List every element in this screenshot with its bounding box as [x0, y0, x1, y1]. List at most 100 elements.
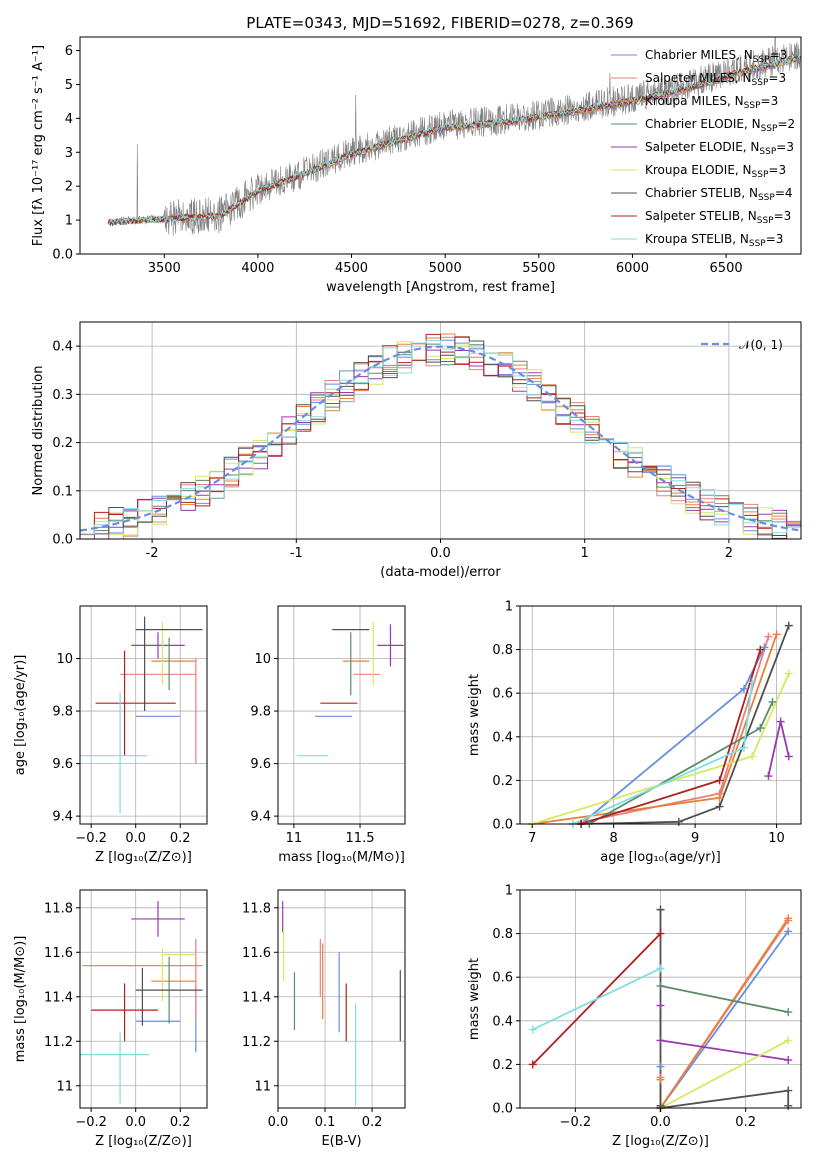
weight-marker — [656, 1075, 665, 1084]
y-tick-label: 0.6 — [492, 971, 513, 986]
y-tick-label: 11.2 — [44, 1035, 73, 1050]
y-tick-label: 10 — [56, 652, 73, 667]
x-tick-label: 8 — [610, 831, 618, 846]
y-tick-label: 11 — [56, 1079, 73, 1094]
y-tick-label: 0.0 — [52, 248, 73, 263]
x-tick-label: 9 — [691, 831, 699, 846]
y-tick-label: 0.8 — [492, 927, 513, 942]
histogram-kroupa-stelib — [80, 339, 801, 535]
weight-marker — [748, 678, 757, 687]
legend-entry: Chabrier ELODIE, NSSP=2 — [645, 117, 795, 134]
y-axis-label: mass weight — [467, 674, 482, 756]
panel-weight-vs-Z: −0.2 0.0 0.2 0.0 0.2 0.4 0.6 0.8 1 Z [log₁₀(Z/Z⊙)… — [467, 884, 802, 1149]
weight-marker — [784, 752, 793, 761]
y-tick-label: 11.4 — [44, 990, 73, 1005]
weight-marker — [528, 1025, 537, 1034]
x-tick-label: 5500 — [522, 261, 555, 276]
y-tick-label: 5 — [65, 78, 73, 93]
y-tick-label: 0.4 — [52, 340, 73, 355]
x-tick-label: 6000 — [616, 261, 649, 276]
legend-entry: Salpeter STELIB, NSSP=3 — [645, 209, 791, 226]
x-tick-label: 4000 — [241, 261, 274, 276]
panel-spectrum: 3500 4000 4500 5000 5500 6000 6500 0.0 1 2 3 4 5 6 wav… — [31, 36, 802, 295]
y-tick-label: 6 — [65, 44, 73, 59]
axes-frame — [277, 605, 406, 825]
x-tick-label: 0.2 — [170, 1115, 191, 1130]
axes-frame — [277, 889, 406, 1109]
panel-age-vs-mass: 11 11.5 9.4 9.6 9.8 10 mass [log₁₀(M/M⊙)] — [250, 605, 406, 865]
weight-marker — [764, 632, 773, 641]
weight-marker — [656, 964, 665, 973]
y-tick-label: 4 — [65, 112, 73, 127]
y-tick-label: 0.3 — [52, 388, 73, 403]
y-tick-label: 0.8 — [492, 643, 513, 658]
y-axis-label: mass [log₁₀(M/M⊙)] — [13, 936, 28, 1063]
weight-marker — [776, 717, 785, 726]
plot-area — [80, 333, 801, 539]
weight-line-chabrier-stelib — [581, 625, 790, 824]
y-tick-label: 1 — [505, 884, 513, 899]
observed-spectrum — [107, 37, 801, 237]
y-tick-label: 9.8 — [52, 705, 73, 720]
weight-line-kroupa-elodie — [660, 1039, 789, 1108]
x-tick-label: 1 — [581, 546, 589, 561]
y-tick-label: 0.1 — [52, 484, 73, 499]
y-tick-label: 9.6 — [52, 757, 73, 772]
x-tick-label: 0.1 — [315, 1115, 336, 1130]
x-tick-label: 0.2 — [735, 1115, 756, 1130]
axes-frame — [79, 889, 208, 1109]
axes-frame — [79, 36, 802, 255]
panel-age-vs-Z: −0.2 0.0 0.2 9.4 9.6 9.8 10 Z [log₁₀(Z/Z⊙)] age … — [13, 605, 208, 865]
weight-marker — [739, 684, 748, 693]
y-tick-label: 10 — [254, 652, 271, 667]
weight-marker — [715, 793, 724, 802]
weight-marker — [784, 621, 793, 630]
x-tick-label: 0.0 — [430, 546, 451, 561]
x-tick-label: 4500 — [335, 261, 368, 276]
panel-residuals: -2 -1 0.0 1 2 0.0 0.1 0.2 0.3 0.4 (data-model)/err… — [31, 321, 802, 580]
y-tick-label: 1 — [505, 600, 513, 615]
x-axis-label: mass [log₁₀(M/M⊙)] — [278, 850, 405, 865]
plot-area — [80, 901, 203, 1104]
y-tick-label: 3 — [65, 146, 73, 161]
weight-marker — [784, 1008, 793, 1017]
legend-entry: Salpeter MILES, NSSP=3 — [645, 71, 786, 88]
weight-marker — [715, 776, 724, 785]
y-axis-label: age [log₁₀(age/yr)] — [13, 655, 28, 776]
y-tick-label: 0.0 — [52, 533, 73, 548]
y-tick-label: 0.2 — [492, 1058, 513, 1073]
axes-frame — [79, 605, 208, 825]
legend-entry: Chabrier MILES, NSSP=3 — [645, 48, 787, 65]
y-axis-label: Normed distribution — [31, 366, 46, 496]
weight-line-chabrier-elodie — [660, 985, 789, 1013]
weight-marker — [656, 981, 665, 990]
weight-marker — [756, 724, 765, 733]
y-tick-label: 9.8 — [250, 705, 271, 720]
x-tick-label: 5000 — [429, 261, 462, 276]
weight-marker — [772, 630, 781, 639]
x-tick-label: 10 — [768, 831, 785, 846]
weight-marker — [784, 914, 793, 923]
y-tick-label: 0.2 — [492, 774, 513, 789]
weight-marker — [784, 927, 793, 936]
weight-line-kroupa-miles — [659, 917, 789, 1108]
weight-marker — [528, 1060, 537, 1069]
weight-marker — [656, 905, 665, 914]
y-tick-label: 11.6 — [44, 946, 73, 961]
y-tick-label: 11.4 — [242, 990, 271, 1005]
gaussian-curve — [80, 345, 799, 532]
x-tick-label: −0.2 — [75, 831, 107, 846]
plot-area — [532, 909, 790, 1108]
x-tick-label: 0.0 — [268, 1115, 289, 1130]
weight-marker — [748, 752, 757, 761]
x-axis-label: E(B-V) — [321, 1134, 361, 1149]
weight-marker — [760, 643, 769, 652]
figure-title: PLATE=0343, MJD=51692, FIBERID=0278, z=0… — [246, 14, 633, 32]
weight-marker — [784, 1086, 793, 1095]
x-tick-label: 11 — [286, 831, 303, 846]
y-tick-label: 0.0 — [492, 1102, 513, 1117]
axes-frame — [519, 605, 802, 825]
y-axis-label: mass weight — [467, 958, 482, 1040]
weight-line-kroupa-stelib — [532, 967, 661, 1031]
panel-weight-vs-age: 7 8 9 10 0.0 0.2 0.4 0.6 0.8 1 age [log₁₀(age/yr)]… — [467, 600, 802, 865]
